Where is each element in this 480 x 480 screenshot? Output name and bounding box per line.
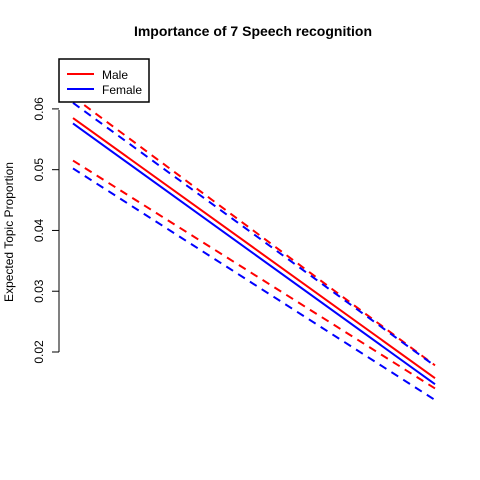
y-tick-label: 0.04 xyxy=(32,218,46,242)
series-female-estimate xyxy=(72,122,436,386)
series-layer xyxy=(72,95,436,401)
series-male-ci-upper xyxy=(72,95,436,367)
legend-box xyxy=(58,58,150,103)
y-tick-label: 0.02 xyxy=(32,340,46,364)
y-ticks: 0.02 0.03 0.04 0.05 0.06 xyxy=(32,97,59,364)
chart-title: Importance of 7 Speech recognition xyxy=(134,23,372,39)
y-tick-label: 0.06 xyxy=(32,97,46,121)
y-tick-label: 0.03 xyxy=(32,279,46,303)
series-male-ci-lower xyxy=(72,159,436,390)
legend-label-female: Female xyxy=(102,83,142,97)
legend-label-male: Male xyxy=(102,68,128,82)
series-female-ci-lower xyxy=(72,167,436,401)
legend: Male Female xyxy=(58,58,150,103)
y-tick-label: 0.05 xyxy=(32,158,46,182)
series-female-ci-upper xyxy=(72,102,436,367)
y-axis-label: Expected Topic Proportion xyxy=(2,162,16,302)
series-male-estimate xyxy=(72,117,436,379)
